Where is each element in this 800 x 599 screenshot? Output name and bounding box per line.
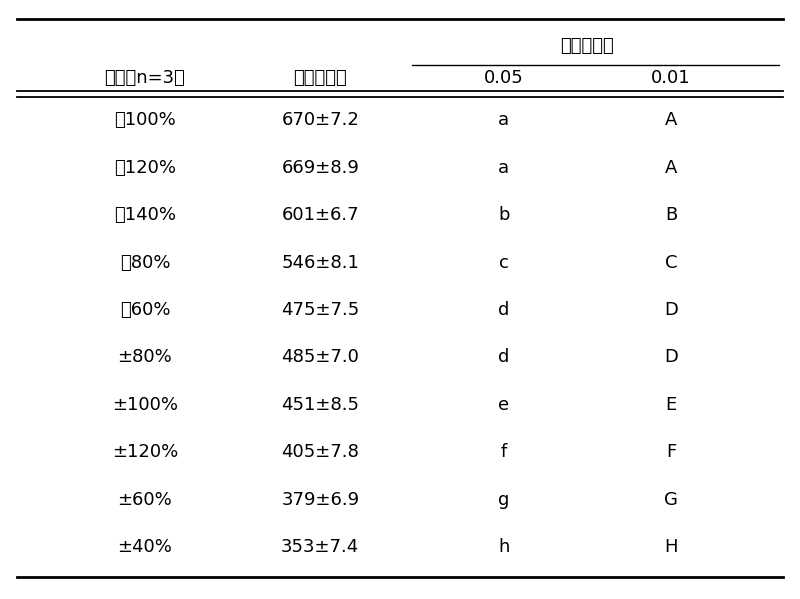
Text: d: d [498, 301, 510, 319]
Text: 显著性分析: 显著性分析 [561, 37, 614, 55]
Text: 379±6.9: 379±6.9 [282, 491, 359, 509]
Text: f: f [501, 443, 506, 461]
Text: A: A [665, 159, 678, 177]
Text: A: A [665, 111, 678, 129]
Text: 669±8.9: 669±8.9 [282, 159, 359, 177]
Text: H: H [664, 538, 678, 556]
Text: 组别（n=3）: 组别（n=3） [105, 69, 186, 87]
Text: F: F [666, 443, 676, 461]
Text: 0.05: 0.05 [484, 69, 523, 87]
Text: 451±8.5: 451±8.5 [282, 396, 359, 414]
Text: B: B [665, 206, 677, 224]
Text: ±40%: ±40% [118, 538, 172, 556]
Text: ±100%: ±100% [112, 396, 178, 414]
Text: 670±7.2: 670±7.2 [282, 111, 359, 129]
Text: 孵化个体数: 孵化个体数 [294, 69, 347, 87]
Text: b: b [498, 206, 510, 224]
Text: 0.01: 0.01 [651, 69, 691, 87]
Text: ±60%: ±60% [118, 491, 172, 509]
Text: c: c [498, 254, 509, 272]
Text: a: a [498, 111, 510, 129]
Text: D: D [664, 349, 678, 367]
Text: 珍140%: 珍140% [114, 206, 176, 224]
Text: 353±7.4: 353±7.4 [281, 538, 359, 556]
Text: 485±7.0: 485±7.0 [282, 349, 359, 367]
Text: ±120%: ±120% [112, 443, 178, 461]
Text: 珍60%: 珍60% [120, 301, 170, 319]
Text: d: d [498, 349, 510, 367]
Text: ±80%: ±80% [118, 349, 172, 367]
Text: 珍80%: 珍80% [120, 254, 170, 272]
Text: 601±6.7: 601±6.7 [282, 206, 359, 224]
Text: h: h [498, 538, 510, 556]
Text: 405±7.8: 405±7.8 [282, 443, 359, 461]
Text: 475±7.5: 475±7.5 [281, 301, 359, 319]
Text: 珍120%: 珍120% [114, 159, 176, 177]
Text: D: D [664, 301, 678, 319]
Text: E: E [666, 396, 677, 414]
Text: 546±8.1: 546±8.1 [282, 254, 359, 272]
Text: 珍100%: 珍100% [114, 111, 176, 129]
Text: C: C [665, 254, 678, 272]
Text: e: e [498, 396, 510, 414]
Text: G: G [664, 491, 678, 509]
Text: a: a [498, 159, 510, 177]
Text: g: g [498, 491, 510, 509]
